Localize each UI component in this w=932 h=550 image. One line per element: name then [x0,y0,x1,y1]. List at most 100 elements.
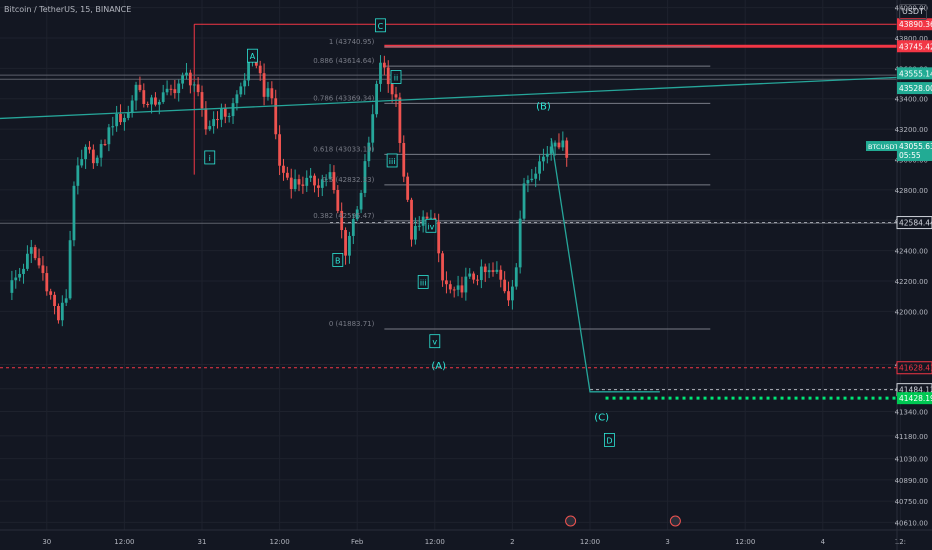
candle-body [375,83,378,115]
candle-body [437,221,441,254]
wave-label: B [335,256,341,265]
wave-label-box [604,433,615,447]
candle-body [511,286,514,301]
price-tag-dashed-bg [896,216,932,230]
wave-label: A [250,52,256,61]
candle-body [410,199,413,240]
wave-label: iii [389,157,396,166]
candle-body [200,92,204,109]
price-tag-red-low-bg [896,361,932,375]
candle-body [317,185,320,188]
fib-level-label: 1 (43740.95) [329,38,375,46]
candle-body [518,218,522,268]
candle-body [359,192,363,210]
candle-body [448,284,452,290]
candle-body [495,269,499,272]
candle-body [103,144,107,146]
candle-body [491,270,495,272]
wave-label: C [378,22,384,31]
candle-body [479,266,483,281]
candle-body [185,72,188,76]
candle-body [161,92,165,102]
time-tick-label: 12:00 [580,538,600,546]
wave-label-box [390,70,402,84]
candle-body [115,113,119,127]
candle-body [386,67,390,85]
wave-label-box [386,153,398,168]
candle-body [72,185,76,241]
price-tick-label: 42200.00 [895,278,928,286]
candle-body [111,126,115,128]
candle-body [57,306,60,321]
candle-body [243,80,247,87]
candle-body [258,65,262,74]
price-tag-red-top-bg [897,18,932,31]
wave-label-box [247,48,258,63]
candle-body [123,117,126,123]
candle-body [274,98,278,135]
candle-body [154,97,157,105]
candle-body [382,62,386,68]
candle-body [340,210,344,231]
candle-body [526,180,530,184]
time-tick-label: 2 [510,538,514,546]
candle-body [29,247,33,254]
candle-body [309,175,313,178]
wave-label: iv [427,222,434,231]
candle-body [425,216,429,219]
candle-body [332,172,336,191]
candle-body [483,266,487,273]
candle-body [282,165,285,173]
candle-body [503,279,507,292]
wave-label: D [606,436,612,445]
wave-label: (A) [431,361,446,372]
candle-body [289,177,293,190]
time-tick-label: Feb [351,538,364,546]
candle-body [91,149,95,164]
candle-body [88,146,91,150]
candle-body [60,302,64,321]
candle-body [394,94,398,98]
candle-body [476,279,479,281]
time-tick-label: 12:00 [735,538,755,546]
candle-body [165,88,169,93]
price-tag-red-mid: 43745.42 [899,42,932,51]
time-tick-label: 12: [895,538,906,546]
symbol-tag: BTCUSDT [868,143,898,151]
event-flag-icon [565,515,577,527]
candle-body [220,108,223,120]
candle-body [351,219,355,236]
wave-label-box [429,334,441,349]
candle-body [545,153,549,157]
candle-body [119,113,122,123]
price-tag-red-low: 41628.41 [899,364,932,373]
candle-body [499,269,503,280]
candle-body [456,285,460,290]
current-price-tag: 43055.63 [899,142,932,151]
grid-lines [0,0,901,530]
candle-body [173,89,177,94]
candle-body [371,114,375,143]
candle-body [227,116,231,118]
candle-body [487,270,491,273]
candle-body [204,108,208,130]
candle-body [278,134,281,166]
candle-body [406,176,410,200]
candle-body [68,240,72,299]
candle-body [76,165,80,186]
candle-body [134,84,138,101]
candle-body [542,156,545,162]
candle-body [95,157,99,164]
candle-body [344,230,347,256]
time-tick-label: 4 [821,538,826,546]
candle-body [14,277,18,281]
time-axis[interactable]: 30 12:00 31 12:00 Feb 12:00 2 12:00 3 12:00 4 12: [0,515,932,546]
wave-label-box [204,150,216,165]
wave-label: ii [394,73,398,82]
candle-body [188,72,192,86]
overlay-lines [0,23,897,400]
currency-button[interactable]: USDT [899,4,927,20]
symbol-title[interactable]: Bitcoin / TetherUS, 15, BINANCE [4,5,132,14]
